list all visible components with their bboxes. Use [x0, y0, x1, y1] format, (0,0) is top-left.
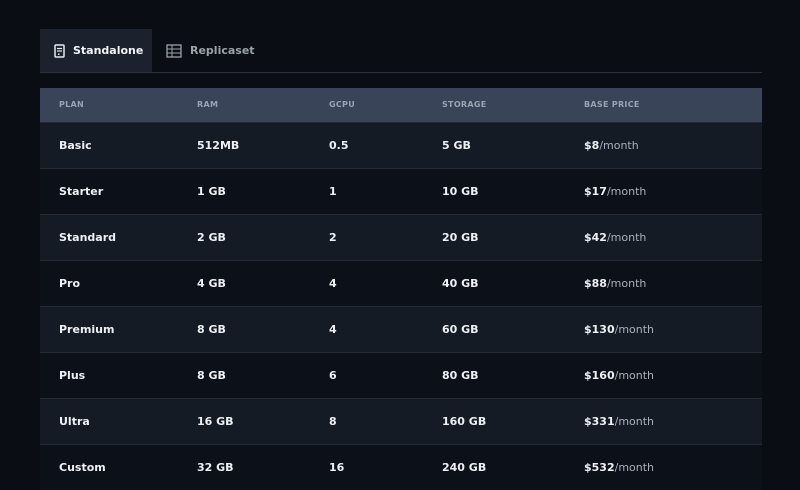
ram-cell: 4 GB [196, 259, 328, 306]
price-value: $88 [584, 276, 607, 290]
price-cell: $130/month [583, 305, 762, 352]
storage-cell: 240 GB [441, 443, 583, 490]
tab-label: Standalone [73, 44, 144, 57]
plan-cell: Standard [40, 213, 196, 260]
price-value: $42 [584, 230, 607, 244]
storage-cell: 160 GB [441, 397, 583, 444]
price-value: $331 [584, 414, 615, 428]
price-unit: /month [614, 460, 655, 474]
price-value: $130 [584, 322, 615, 336]
storage-cell: 40 GB [441, 259, 583, 306]
column-header-base-price: BASE PRICE [584, 100, 640, 110]
plan-cell: Ultra [40, 397, 196, 444]
column-header-ram: RAM [197, 100, 219, 110]
pricing-table: PLAN RAM GCPU STORAGE BASE PRICE Basic 51… [40, 88, 762, 490]
ram-cell: 32 GB [196, 443, 328, 490]
server-icon [54, 43, 65, 58]
storage-cell: 20 GB [441, 213, 583, 260]
ram-cell: 2 GB [196, 213, 328, 260]
table-header-row: PLAN RAM GCPU STORAGE BASE PRICE [40, 88, 762, 122]
price-cell: $8/month [583, 121, 762, 168]
price-value: $532 [584, 460, 615, 474]
ram-cell: 8 GB [196, 351, 328, 398]
table-row: Pro 4 GB 4 40 GB $88/month [40, 259, 762, 306]
server-rack-icon [166, 43, 182, 58]
storage-cell: 10 GB [441, 167, 583, 214]
table-row: Plus 8 GB 6 80 GB $160/month [40, 351, 762, 398]
price-unit: /month [606, 276, 647, 290]
tab-replicaset[interactable]: Replicaset [152, 29, 269, 72]
ram-cell: 512MB [196, 121, 328, 168]
table-row: Starter 1 GB 1 10 GB $17/month [40, 167, 762, 214]
tab-standalone[interactable]: Standalone [40, 29, 152, 72]
table-row: Premium 8 GB 4 60 GB $130/month [40, 305, 762, 352]
table-row: Basic 512MB 0.5 5 GB $8/month [40, 121, 762, 168]
table-row: Ultra 16 GB 8 160 GB $331/month [40, 397, 762, 444]
plan-cell: Starter [40, 167, 196, 214]
storage-cell: 5 GB [441, 121, 583, 168]
gcpu-cell: 4 [328, 305, 441, 352]
price-unit: /month [614, 414, 655, 428]
ram-cell: 16 GB [196, 397, 328, 444]
tab-label: Replicaset [190, 44, 255, 57]
price-unit: /month [614, 368, 655, 382]
plan-cell: Plus [40, 351, 196, 398]
plan-cell: Custom [40, 443, 196, 490]
storage-cell: 80 GB [441, 351, 583, 398]
price-cell: $88/month [583, 259, 762, 306]
column-header-gcpu: GCPU [329, 100, 355, 110]
price-cell: $532/month [583, 443, 762, 490]
column-header-storage: STORAGE [442, 100, 487, 110]
storage-cell: 60 GB [441, 305, 583, 352]
gcpu-cell: 2 [328, 213, 441, 260]
plan-cell: Pro [40, 259, 196, 306]
ram-cell: 1 GB [196, 167, 328, 214]
column-header-plan: PLAN [59, 100, 85, 110]
table-row: Custom 32 GB 16 240 GB $532/month [40, 443, 762, 490]
gcpu-cell: 16 [328, 443, 441, 490]
gcpu-cell: 1 [328, 167, 441, 214]
price-unit: /month [606, 230, 647, 244]
price-unit: /month [599, 138, 639, 152]
plan-cell: Premium [40, 305, 196, 352]
price-value: $8 [584, 138, 600, 152]
plan-type-tabs: Standalone Replicaset [40, 29, 762, 73]
price-cell: $17/month [583, 167, 762, 214]
ram-cell: 8 GB [196, 305, 328, 352]
table-row: Standard 2 GB 2 20 GB $42/month [40, 213, 762, 260]
price-unit: /month [606, 184, 647, 198]
gcpu-cell: 4 [328, 259, 441, 306]
price-cell: $331/month [583, 397, 762, 444]
gcpu-cell: 8 [328, 397, 441, 444]
plan-cell: Basic [40, 121, 196, 168]
gcpu-cell: 6 [328, 351, 441, 398]
price-value: $17 [584, 184, 607, 198]
gcpu-cell: 0.5 [328, 121, 441, 168]
price-value: $160 [584, 368, 615, 382]
price-cell: $160/month [583, 351, 762, 398]
price-unit: /month [614, 322, 655, 336]
price-cell: $42/month [583, 213, 762, 260]
